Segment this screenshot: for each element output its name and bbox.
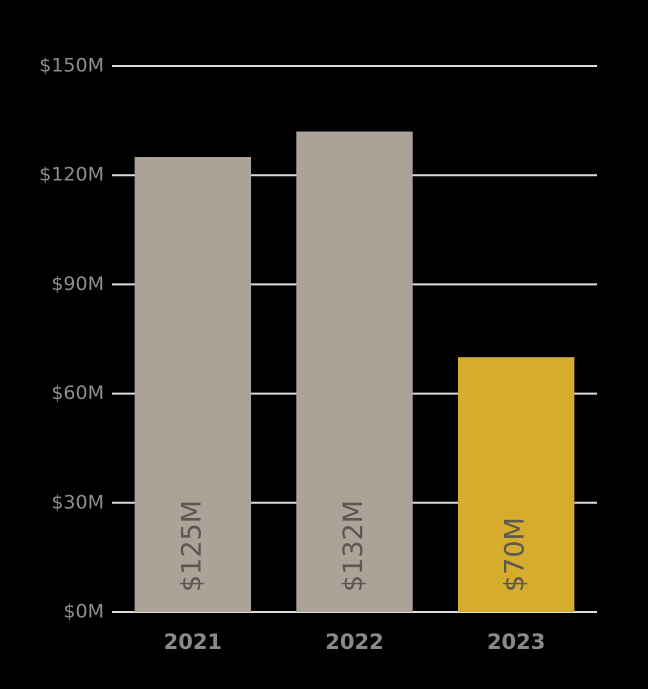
y-tick-label: $150M [39,55,104,77]
y-tick-label: $60M [51,382,104,404]
x-tick-label: 2021 [164,630,222,654]
y-tick-label: $0M [63,601,104,623]
value-label: $125M [176,500,207,592]
bar [134,157,252,612]
x-tick-label: 2023 [487,630,545,654]
value-label: $70M [500,517,531,592]
bar [296,131,413,612]
value-label: $132M [338,500,369,592]
bar [457,357,575,612]
y-tick-label: $30M [51,491,104,513]
y-tick-label: $90M [51,273,104,295]
x-tick-label: 2022 [325,630,383,654]
y-tick-label: $120M [39,164,104,186]
